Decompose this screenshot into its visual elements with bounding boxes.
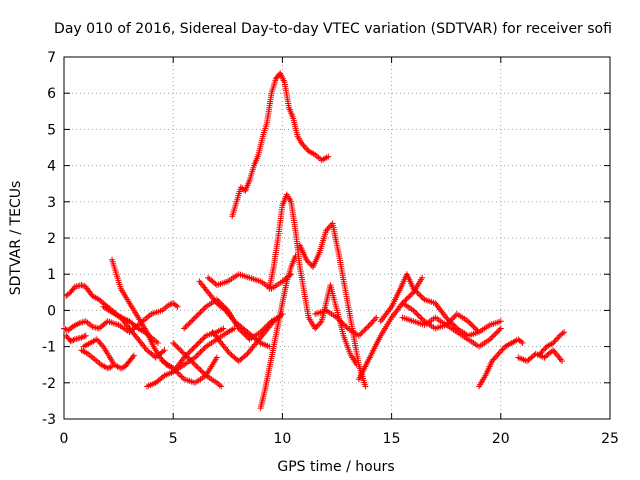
series-markers: [196, 278, 273, 350]
y-tick-label: 2: [47, 231, 56, 247]
y-tick-label: 4: [47, 159, 56, 175]
y-tick-label: -2: [42, 376, 56, 392]
data-series: [170, 325, 238, 375]
series-markers: [229, 70, 332, 220]
y-tick-label: 1: [47, 267, 56, 283]
chart-title: Day 010 of 2016, Sidereal Day-to-day VTE…: [54, 21, 612, 37]
series-markers: [80, 336, 137, 372]
x-tick-label: 25: [601, 431, 619, 447]
x-tick-label: 15: [383, 431, 401, 447]
x-tick-label: 5: [169, 431, 178, 447]
y-axis-label: SDTVAR / TECUs: [8, 181, 24, 296]
data-series: [63, 332, 89, 345]
x-axis-label: GPS time / hours: [277, 459, 394, 475]
data-series: [80, 336, 137, 372]
data-series: [78, 347, 115, 372]
axis-ticks: -3 -2 -1 0 1 2 3 4 5 6 7 0 5 10 15 20 25: [42, 50, 619, 447]
series-markers: [312, 307, 380, 339]
series-markers: [537, 329, 568, 357]
y-tick-label: -1: [42, 340, 56, 356]
plot-area: [61, 70, 568, 412]
x-tick-label: 10: [273, 431, 291, 447]
series-markers: [266, 191, 360, 368]
data-series: [537, 329, 568, 357]
y-tick-label: 5: [47, 122, 56, 138]
y-tick-label: 0: [47, 303, 56, 319]
series-markers: [515, 347, 565, 365]
data-series: [100, 303, 168, 361]
x-tick-label: 0: [60, 431, 69, 447]
series-markers: [170, 340, 225, 390]
y-tick-label: 6: [47, 86, 56, 102]
series-markers: [205, 271, 295, 292]
data-series: [312, 307, 380, 339]
series-markers: [170, 325, 238, 375]
y-tick-label: 7: [47, 50, 56, 66]
series-markers: [399, 300, 482, 336]
data-series: [266, 191, 360, 368]
series-markers: [257, 253, 299, 412]
series-markers: [209, 311, 286, 365]
data-series: [476, 336, 526, 390]
y-tick-label: 3: [47, 195, 56, 211]
data-series: [229, 70, 332, 220]
data-series: [399, 300, 482, 336]
series-markers: [100, 303, 168, 361]
data-series: [170, 340, 225, 390]
series-markers: [78, 347, 115, 372]
x-tick-label: 20: [492, 431, 510, 447]
series-markers: [476, 336, 526, 390]
y-tick-label: -3: [42, 412, 56, 428]
data-series: [209, 311, 286, 365]
data-series: [515, 347, 565, 365]
series-markers: [63, 332, 89, 345]
data-series: [257, 253, 299, 412]
data-series: [196, 278, 273, 350]
data-series: [205, 271, 295, 292]
